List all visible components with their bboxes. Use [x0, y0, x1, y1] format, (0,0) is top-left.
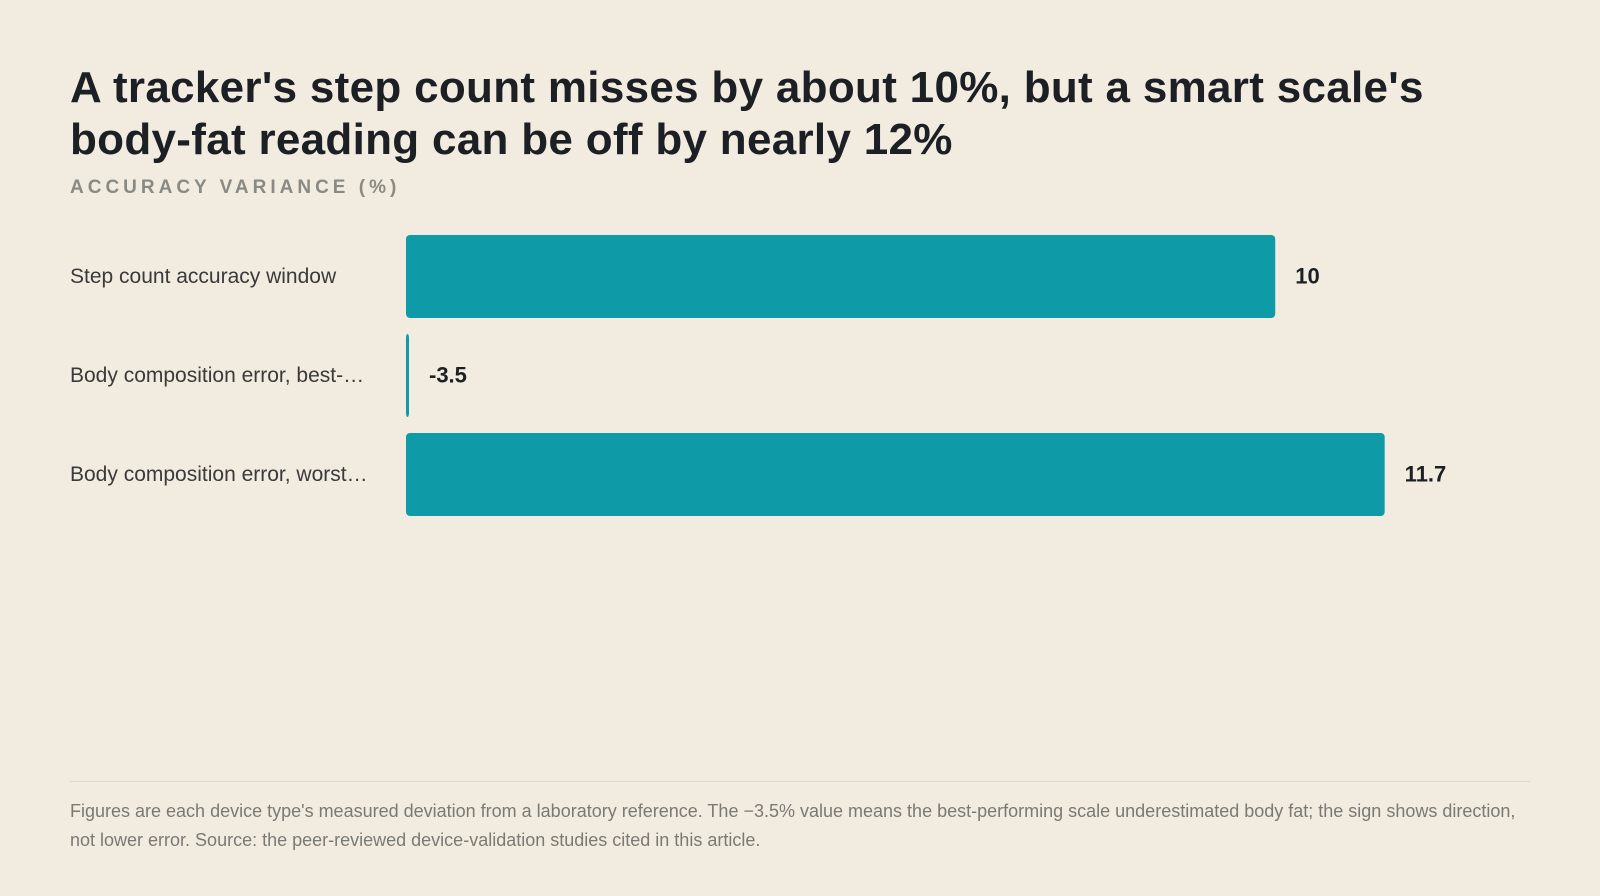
- category-label: Step count accuracy window: [70, 265, 337, 288]
- category-label: Body composition error, worst…: [70, 463, 368, 486]
- value-label: 10: [1295, 263, 1319, 288]
- chart: Step count accuracy window 10 Body composi…: [70, 235, 1447, 516]
- bar: [406, 433, 1385, 516]
- category-label: Body composition error, best-…: [70, 364, 364, 387]
- chart-subtitle: ACCURACY VARIANCE (%): [70, 177, 401, 198]
- bar: [406, 334, 409, 417]
- footer-rule: [70, 781, 1530, 782]
- value-label: 11.7: [1405, 461, 1447, 486]
- chart-title: A tracker's step count misses by about 1…: [70, 63, 1424, 164]
- footnote: Figures are each device type's measured …: [70, 801, 1516, 850]
- value-label: -3.5: [429, 362, 467, 387]
- bar: [406, 235, 1276, 318]
